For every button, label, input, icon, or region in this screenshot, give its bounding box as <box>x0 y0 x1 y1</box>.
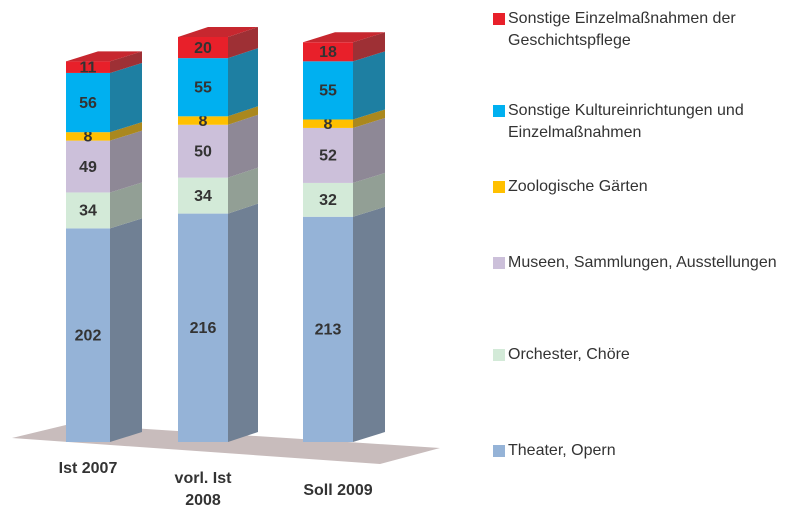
bar-side <box>110 218 142 442</box>
legend-label: Sonstige Kultureinrichtungen und Einzelm… <box>508 102 744 141</box>
bar-segment <box>178 213 228 442</box>
data-label: 18 <box>319 44 337 61</box>
bar-segment <box>178 116 228 125</box>
bar-side <box>110 182 142 229</box>
x-tick-label: Ist 2007 <box>58 460 118 477</box>
bar-top <box>178 27 258 37</box>
bar-segment <box>178 37 228 59</box>
bar-side <box>228 114 258 178</box>
bar-segment <box>303 127 353 183</box>
bar-side <box>353 117 385 183</box>
legend-label: Sonstige Einzelmaßnahmen der Geschichtsp… <box>508 10 736 49</box>
bar-side <box>110 51 142 73</box>
bar-side <box>228 203 258 442</box>
bar-side <box>228 167 258 214</box>
bar-side <box>228 27 258 59</box>
bar-side <box>228 106 258 125</box>
legend-swatch <box>493 445 505 457</box>
bar-segment <box>66 72 110 133</box>
bar-top <box>303 32 385 43</box>
legend-swatch <box>493 181 505 193</box>
bar-side <box>110 122 142 141</box>
bar-side <box>353 51 385 120</box>
legend-swatch <box>493 349 505 361</box>
bar-side <box>228 48 258 117</box>
data-label: 32 <box>319 192 337 209</box>
bar-segment <box>66 140 110 193</box>
data-label: 8 <box>199 113 208 130</box>
bar-segment <box>66 192 110 229</box>
legend-label: Museen, Sammlungen, Ausstellungen <box>508 254 777 271</box>
data-label: 52 <box>319 148 337 165</box>
bar-side <box>353 206 385 442</box>
bar-segment <box>303 61 353 120</box>
x-tick-label: vorl. Ist 2008 <box>174 470 232 509</box>
data-label: 11 <box>80 59 97 76</box>
legend-swatch <box>493 13 505 25</box>
data-label: 34 <box>79 203 97 220</box>
bar-side <box>353 32 385 62</box>
bar-segment <box>66 132 110 141</box>
data-label: 49 <box>79 159 97 176</box>
data-label: 213 <box>315 322 342 339</box>
legend-swatch <box>493 257 505 269</box>
data-label: 8 <box>84 129 93 146</box>
data-label: 216 <box>190 320 217 337</box>
x-tick-label: Soll 2009 <box>303 482 373 499</box>
data-label: 34 <box>194 188 212 205</box>
legend-label: Theater, Opern <box>508 442 616 459</box>
bar-segment <box>303 216 353 442</box>
bar-segment <box>303 42 353 62</box>
legend-label: Orchester, Chöre <box>508 346 630 363</box>
bar-segment <box>66 61 110 73</box>
bar-side <box>353 109 385 128</box>
bar-side <box>110 62 142 133</box>
data-label: 55 <box>319 83 337 100</box>
data-label: 202 <box>75 327 102 344</box>
legend-swatch <box>493 105 505 117</box>
data-label: 55 <box>194 79 212 96</box>
bar-segment <box>303 182 353 217</box>
bar-side <box>110 130 142 193</box>
bar-segment <box>178 177 228 214</box>
legend-label: Zoologische Gärten <box>508 178 648 195</box>
bar-segment <box>303 119 353 128</box>
data-label: 8 <box>324 116 333 133</box>
data-label: 50 <box>194 143 212 160</box>
bar-side <box>353 172 385 217</box>
bar-segment <box>178 58 228 117</box>
bar-segment <box>66 228 110 442</box>
data-label: 56 <box>79 95 97 112</box>
bar-top <box>66 51 142 62</box>
bar-segment <box>178 124 228 178</box>
data-label: 20 <box>194 40 212 57</box>
